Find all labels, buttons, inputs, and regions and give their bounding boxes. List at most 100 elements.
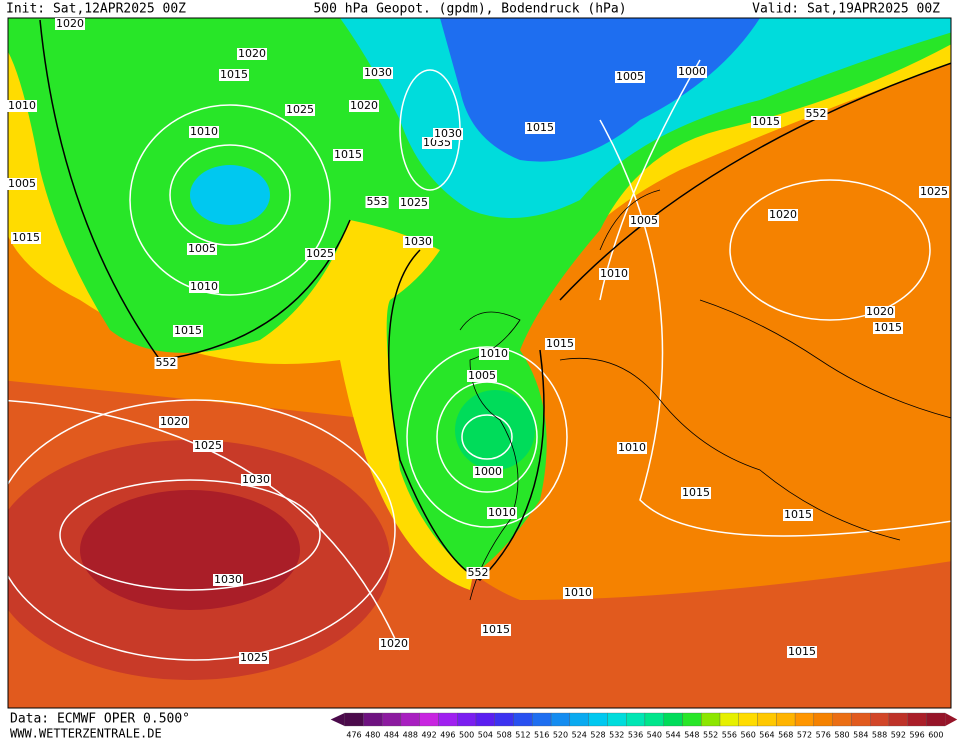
colorbar-label: 492 bbox=[421, 731, 436, 740]
isobar-label: 1015 bbox=[784, 508, 812, 521]
isobar-label: 1015 bbox=[174, 324, 202, 337]
isobar-label-box bbox=[363, 67, 393, 79]
colorbar-cell bbox=[607, 712, 627, 727]
colorbar-cell bbox=[757, 712, 777, 727]
init-text: Init: Sat,12APR2025 00Z bbox=[6, 2, 186, 17]
isobar-label-box bbox=[873, 322, 903, 334]
isobar-label-box bbox=[481, 624, 511, 636]
colorbar-cell bbox=[701, 712, 721, 727]
colorbar-label: 488 bbox=[403, 731, 418, 740]
isobar-label: 1030 bbox=[214, 573, 242, 586]
isobar-label-box bbox=[403, 236, 433, 248]
isobar-label-box bbox=[189, 281, 219, 293]
isobar-label: 1020 bbox=[238, 47, 266, 60]
isobar-label: 1010 bbox=[8, 99, 36, 112]
colorbar-cell bbox=[513, 712, 533, 727]
isobar-label: 1015 bbox=[12, 231, 40, 244]
isobar-label-box bbox=[349, 100, 379, 112]
isobar-label: 1015 bbox=[546, 337, 574, 350]
isobar-label: 1015 bbox=[482, 623, 510, 636]
colorbar-cell bbox=[851, 712, 871, 727]
isobar-label-box bbox=[865, 306, 895, 318]
isobar-label: 1005 bbox=[8, 177, 36, 190]
site: WWW.WETTERZENTRALE.DE bbox=[10, 727, 162, 741]
colorbar-label: 528 bbox=[590, 731, 605, 740]
isobar-label-box bbox=[241, 474, 271, 486]
isobar-label: 1005 bbox=[616, 70, 644, 83]
isobar-label: 1030 bbox=[404, 235, 432, 248]
isobar-label-box bbox=[187, 243, 217, 255]
isobar-label-box bbox=[599, 268, 629, 280]
isobar-label-box bbox=[681, 487, 711, 499]
isobar-label-box bbox=[399, 197, 429, 209]
colorbar-label: 520 bbox=[553, 731, 568, 740]
colorbar-label: 504 bbox=[478, 731, 493, 740]
isobar-label: 1010 bbox=[564, 586, 592, 599]
colorbar-cell bbox=[532, 712, 552, 727]
isobar-label: 1010 bbox=[600, 267, 628, 280]
colorbar-label: 580 bbox=[834, 731, 849, 740]
isobar-label-box bbox=[379, 638, 409, 650]
isobar-label-box bbox=[285, 104, 315, 116]
geopotential-label-box bbox=[154, 357, 178, 369]
data-source: Data: ECMWF OPER 0.500° bbox=[10, 712, 190, 727]
isobar-label-box bbox=[787, 646, 817, 658]
isobar-label: 1020 bbox=[350, 99, 378, 112]
isobar-label-box bbox=[11, 232, 41, 244]
colorbar-cell bbox=[626, 712, 646, 727]
isobar-label: 1025 bbox=[920, 185, 948, 198]
colorbar-cell bbox=[569, 712, 589, 727]
isobar-label: 1010 bbox=[480, 347, 508, 360]
isobar-label: 1000 bbox=[678, 65, 706, 78]
isobar-label: 1015 bbox=[788, 645, 816, 658]
colorbar-label: 572 bbox=[797, 731, 812, 740]
isobar-label-box bbox=[617, 442, 647, 454]
isobar-label: 1020 bbox=[56, 17, 84, 30]
isobar-label-box bbox=[768, 209, 798, 221]
isobar-label-box bbox=[55, 18, 85, 30]
colorbar-cell bbox=[550, 712, 571, 727]
isobar-label-box bbox=[677, 66, 707, 78]
isobar-label-box bbox=[563, 587, 593, 599]
colorbar-cell bbox=[813, 712, 833, 727]
colorbar-cell bbox=[738, 712, 758, 727]
colorbar-arrow bbox=[330, 713, 345, 726]
colorbar-cell bbox=[363, 712, 383, 727]
colorbar-label: 548 bbox=[684, 731, 699, 740]
isobar-label: 1000 bbox=[474, 465, 502, 478]
colorbar-cell bbox=[926, 712, 946, 727]
map-title: 500 hPa Geopot. (gpdm), Bodendruck (hPa) bbox=[313, 2, 626, 17]
colorbar-label: 532 bbox=[609, 731, 624, 740]
colorbar-cell bbox=[438, 712, 458, 727]
colorbar-cell bbox=[682, 712, 702, 727]
isobar-label-box bbox=[7, 100, 37, 112]
isobar-label: 1015 bbox=[334, 148, 362, 161]
isobar-label: 1010 bbox=[618, 441, 646, 454]
isobar-label: 1015 bbox=[220, 68, 248, 81]
isobar-label: 1010 bbox=[190, 280, 218, 293]
colorbar-label: 508 bbox=[497, 731, 512, 740]
colorbar-cell bbox=[888, 712, 908, 727]
isobar-label-box bbox=[467, 370, 497, 382]
colorbar-cell bbox=[400, 712, 420, 727]
colorbar-label: 476 bbox=[346, 731, 361, 740]
isobar-label-box bbox=[333, 149, 363, 161]
colorbar-label: 556 bbox=[722, 731, 737, 740]
colorbar-cell bbox=[457, 712, 477, 727]
colorbar-label: 484 bbox=[384, 731, 399, 740]
isobar-label-box bbox=[919, 186, 949, 198]
colorbar-cell bbox=[588, 712, 608, 727]
colorbar-label: 552 bbox=[703, 731, 718, 740]
isobar-label: 1010 bbox=[488, 506, 516, 519]
isobar-label-box bbox=[173, 325, 203, 337]
colorbar-label: 600 bbox=[928, 731, 943, 740]
isobar-label-box bbox=[189, 126, 219, 138]
geopotential-label: 553 bbox=[367, 195, 388, 208]
isobar-label: 1020 bbox=[769, 208, 797, 221]
geopotential-label-box bbox=[804, 108, 828, 120]
isobar-label-box bbox=[159, 416, 189, 428]
isobar-label: 1005 bbox=[630, 214, 658, 227]
isobar-label-box bbox=[239, 652, 269, 664]
geopotential-label: 552 bbox=[468, 566, 489, 579]
